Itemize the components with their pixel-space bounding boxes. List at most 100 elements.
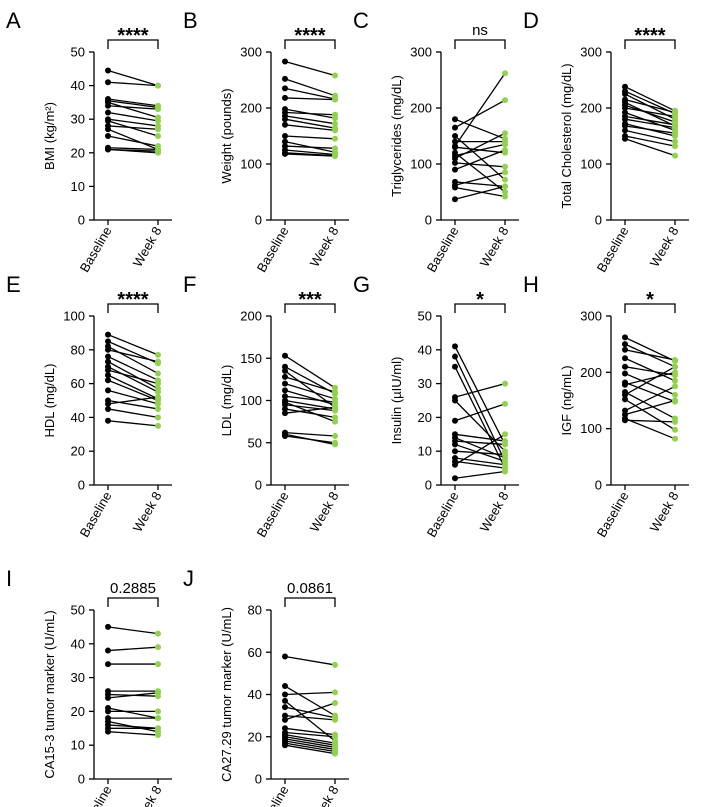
pair-line (624, 104, 676, 123)
week8-point (332, 153, 338, 160)
x-tick-label: Week 8 (130, 783, 165, 807)
baseline-point (282, 697, 288, 704)
pair-line (454, 99, 506, 129)
pair-line (107, 379, 159, 402)
significance-label: ns (472, 22, 488, 39)
pair-line (454, 135, 506, 181)
week8-point (672, 435, 678, 442)
week8-point (332, 120, 338, 127)
y-tick-label: 40 (418, 342, 432, 357)
pair-line (284, 655, 336, 666)
y-tick-label: 100 (240, 157, 262, 172)
significance-bracket (107, 39, 159, 49)
week8-point (155, 106, 161, 113)
panel-letter: G (353, 272, 370, 297)
pair-line (624, 135, 676, 147)
significance-bracket (624, 303, 676, 313)
y-tick-label: 80 (71, 342, 85, 357)
y-tick-label: 20 (71, 145, 85, 160)
baseline-point (452, 124, 458, 131)
week8-point (502, 169, 508, 176)
pair-line (454, 440, 506, 446)
x-tick-label: Week 8 (130, 224, 165, 269)
week8-point (672, 113, 678, 120)
week8-point (502, 163, 508, 170)
panel-f: F 0 50 100 150 200 Baseline Week 8 LDL (mg/dL) **… (183, 272, 349, 540)
pair-line (454, 450, 506, 456)
week8-point (155, 732, 161, 739)
baseline-point (622, 417, 628, 424)
x-tick-label: Week 8 (477, 224, 512, 269)
week8-point (332, 689, 338, 696)
pair-line (107, 369, 159, 385)
y-tick-label: 100 (63, 309, 85, 324)
pair-line (107, 128, 159, 151)
week8-point (502, 431, 508, 438)
baseline-point (282, 133, 288, 139)
week8-point (332, 439, 338, 446)
baseline-point (622, 346, 628, 353)
y-tick-label: 40 (71, 78, 85, 93)
significance-label: *** (298, 289, 322, 311)
baseline-point (622, 363, 628, 370)
week8-point (155, 414, 161, 421)
y-axis-title: Triglycerides (mg/dL) (389, 75, 404, 197)
pair-line (454, 433, 506, 466)
baseline-point (105, 126, 111, 133)
pair-line (284, 60, 336, 77)
x-tick-label: Week 8 (647, 489, 682, 534)
pair-line (624, 129, 676, 143)
panel-g: G 0 10 20 30 40 50 Baseline Week 8 Insulin (µIU/m… (353, 272, 519, 540)
pair-line (107, 345, 159, 375)
significance-bracket (284, 597, 336, 607)
baseline-point (282, 363, 288, 370)
y-tick-label: 0 (78, 772, 85, 787)
pair-line (454, 400, 506, 452)
pair-line (284, 355, 336, 389)
pair-line (284, 389, 336, 406)
baseline-point (622, 127, 628, 134)
baseline-point (282, 410, 288, 417)
y-tick-label: 60 (248, 645, 262, 660)
pair-line (284, 731, 336, 738)
pair-line (284, 78, 336, 97)
panel-h: H 0 100 200 300 Baseline Week 8 IGF (ng/mL) * (523, 272, 689, 540)
pair-line (107, 125, 159, 130)
y-tick-label: 50 (71, 45, 85, 60)
baseline-point (105, 358, 111, 365)
y-tick-label: 10 (71, 179, 85, 194)
baseline-point (282, 716, 288, 723)
pair-line (284, 124, 336, 132)
baseline-point (282, 725, 288, 732)
pair-line (284, 404, 336, 412)
pair-line (284, 714, 336, 721)
baseline-point (105, 728, 111, 735)
pair-line (107, 361, 159, 390)
y-axis-title: HDL (mg/dL) (42, 364, 57, 438)
baseline-point (622, 105, 628, 111)
week8-point (332, 135, 338, 142)
pair-line (624, 86, 676, 112)
x-tick-label: Baseline (424, 489, 462, 540)
pair-line (624, 125, 676, 134)
pair-line (107, 101, 159, 119)
y-tick-label: 0 (255, 478, 262, 493)
week8-point (672, 426, 678, 433)
baseline-point (105, 353, 111, 360)
panel-letter: D (523, 8, 539, 33)
y-axis-title: Weight (pounds) (219, 88, 234, 183)
week8-point (155, 351, 161, 358)
pair-line (624, 111, 676, 132)
pair-line (454, 382, 506, 398)
week8-point (155, 405, 161, 412)
baseline-point (105, 708, 111, 715)
week8-point (155, 126, 161, 133)
pair-line (284, 702, 336, 721)
week8-point (155, 644, 161, 651)
significance-bracket (454, 39, 506, 49)
week8-point (502, 183, 508, 190)
panel-letter: H (523, 272, 539, 297)
week8-point (332, 716, 338, 723)
pair-line (284, 395, 336, 403)
